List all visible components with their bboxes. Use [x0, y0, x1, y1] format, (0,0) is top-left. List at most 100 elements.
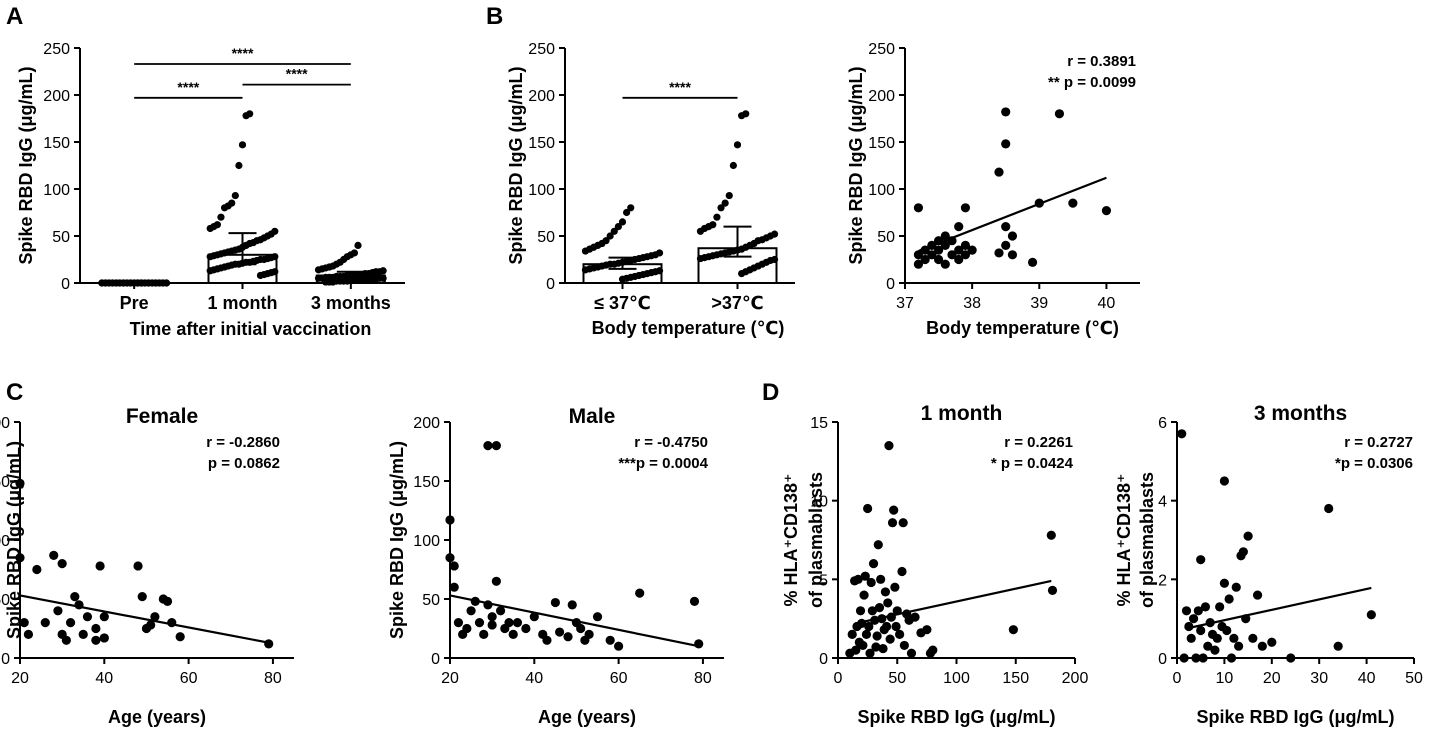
panel-c1-point-12 [70, 592, 80, 602]
panel-d1-title: 1 month [921, 402, 1003, 425]
panel-d2-point-9 [1196, 625, 1206, 636]
panel-d2-x-tick-label-0: 0 [1173, 670, 1182, 687]
panel-a-y-label: Spike RBD IgG (μg/mL) [16, 66, 36, 264]
panel-b2-point-25 [1001, 139, 1011, 149]
panel-c1-point-16 [91, 635, 101, 645]
panel-b2-point-28 [1007, 231, 1018, 241]
panel-c2-point-28 [563, 632, 573, 642]
panel-c1-point-21 [133, 561, 143, 571]
panel-b2-point-6 [927, 250, 937, 260]
panel-b2-point-4 [920, 254, 930, 265]
panel-c2-point-15 [491, 441, 501, 451]
panel-d1-point-13 [863, 503, 873, 514]
panel-c2-point-33 [584, 629, 594, 640]
panel-d2-point-21 [1222, 625, 1232, 636]
panel-d2-y-tick-label-1: 2 [1158, 572, 1167, 589]
panel-b2-point-12 [940, 259, 950, 269]
panel-b2-point-29 [1007, 250, 1018, 260]
panel-b2-point-13 [947, 250, 957, 260]
panel-d2-point-35 [1286, 653, 1296, 663]
panel-b1-point-0-30 [581, 266, 590, 274]
panel-c2-point-9 [474, 618, 485, 628]
panel-d2-point-37 [1333, 641, 1343, 651]
panel-b2-point-27 [1001, 240, 1011, 250]
panel-d2-title: 3 months [1254, 402, 1347, 425]
panel-b-scatter-chart: 0 50 100 150 200 250 37 38 39 40 Spike RBD IgG (μg… [846, 41, 1140, 338]
panel-c2-y-tick-label-2: 100 [413, 533, 440, 550]
panel-d2-point-19 [1219, 476, 1229, 486]
panel-d2-x-tick-label-3: 30 [1310, 670, 1328, 687]
panel-c1-point-4 [32, 564, 42, 575]
panel-a-point-1-54 [256, 271, 265, 280]
panel-c2-point-20 [508, 629, 518, 640]
panel-d1-point-11 [860, 571, 870, 581]
panel-b2-y-tick-label-2: 100 [868, 182, 895, 199]
panel-b2-y-tick-label-5: 250 [868, 41, 895, 58]
panel-a-y-tick-label-0: 0 [61, 276, 70, 293]
panel-d1-x-tick-label-1: 50 [888, 670, 906, 687]
panel-b1-point-0-0 [627, 204, 635, 212]
panel-b1-y-tick-label-5: 250 [528, 41, 555, 58]
panel-a-point-1-7 [220, 204, 229, 212]
panel-d1-point-9 [858, 640, 868, 651]
panel-b2-point-23 [994, 248, 1004, 258]
panel-a-point-1-11 [206, 224, 214, 233]
panel-b2-stat-0: r = 0.3891 [1067, 53, 1136, 70]
panel-c2-point-13 [487, 612, 497, 622]
panel-d1-y-label-line1: % HLA⁺CD138⁺ [781, 473, 801, 606]
panel-c2-point-1 [445, 553, 455, 563]
panel-c1-y-label: Spike RBD IgG (μg/mL) [4, 441, 24, 639]
panel-b1-category-0: ≤ 37℃ [594, 293, 651, 313]
panel-d2-point-6 [1191, 653, 1201, 663]
panel-c1-point-11 [65, 618, 76, 628]
panel-c2-stat-1: ***p = 0.0004 [618, 455, 708, 472]
panel-d1-point-45 [906, 648, 917, 658]
panel-c1-point-30 [264, 639, 274, 649]
panel-b1-y-tick-label-2: 100 [528, 182, 555, 199]
panel-b1-point-1-5 [721, 199, 729, 207]
panel-d1-point-5 [853, 574, 863, 584]
panel-d1-x-tick-label-2: 100 [943, 670, 970, 687]
panel-b2-point-18 [960, 203, 971, 213]
panel-d2-point-12 [1203, 641, 1213, 651]
panel-d2-point-11 [1200, 602, 1211, 612]
panel-b1-point-0-1 [623, 208, 631, 217]
panel-d1-point-52 [1046, 530, 1056, 540]
panel-b2-point-20 [960, 250, 971, 260]
panel-b2-point-34 [1101, 206, 1112, 216]
panel-d1-point-50 [928, 645, 938, 655]
panel-d1-point-18 [868, 559, 879, 569]
panel-label-c: C [6, 379, 23, 406]
panel-d2-x-label: Spike RBD IgG (μg/mL) [1196, 707, 1394, 727]
panel-b2-x-tick-label-3: 40 [1098, 295, 1116, 312]
panel-d1-point-35 [889, 505, 899, 515]
panel-c2-y-tick-label-1: 50 [422, 592, 440, 609]
panel-b1-sig-label-0: **** [669, 79, 691, 95]
panel-b1-point-0-3 [614, 223, 622, 231]
panel-a-y-tick-label-4: 200 [43, 88, 70, 105]
panel-d2-point-25 [1231, 582, 1241, 592]
panel-c2-y-tick-label-0: 0 [431, 651, 440, 668]
panel-c1-point-18 [95, 561, 105, 571]
panel-c2-point-14 [487, 620, 497, 630]
panel-d2-point-17 [1215, 602, 1225, 612]
panel-b1-point-1-4 [725, 191, 733, 200]
panel-a-point-1-30 [206, 253, 214, 261]
panel-b2-y-tick-label-3: 150 [868, 135, 895, 152]
panel-d2-point-2 [1181, 606, 1192, 616]
panel-c2-point-22 [521, 623, 531, 634]
panel-a-point-2-30 [314, 274, 323, 282]
panel-c2-point-2 [449, 561, 459, 571]
panel-b2-y-label: Spike RBD IgG (μg/mL) [846, 66, 866, 264]
panel-d1-point-21 [872, 631, 882, 641]
panel-d1-point-32 [885, 634, 895, 644]
panel-d1-x-tick-label-4: 200 [1062, 670, 1089, 687]
panel-c2-point-4 [453, 618, 464, 628]
panel-d1-point-31 [884, 441, 894, 451]
panel-a-y-tick-label-5: 250 [43, 41, 70, 58]
panel-d2-stat-1: *p = 0.0306 [1335, 455, 1413, 472]
panel-d2-point-8 [1196, 555, 1206, 565]
panel-d2-point-34 [1267, 637, 1277, 647]
panel-a-y-tick-label-2: 100 [43, 182, 70, 199]
panel-d1-point-28 [880, 587, 891, 597]
